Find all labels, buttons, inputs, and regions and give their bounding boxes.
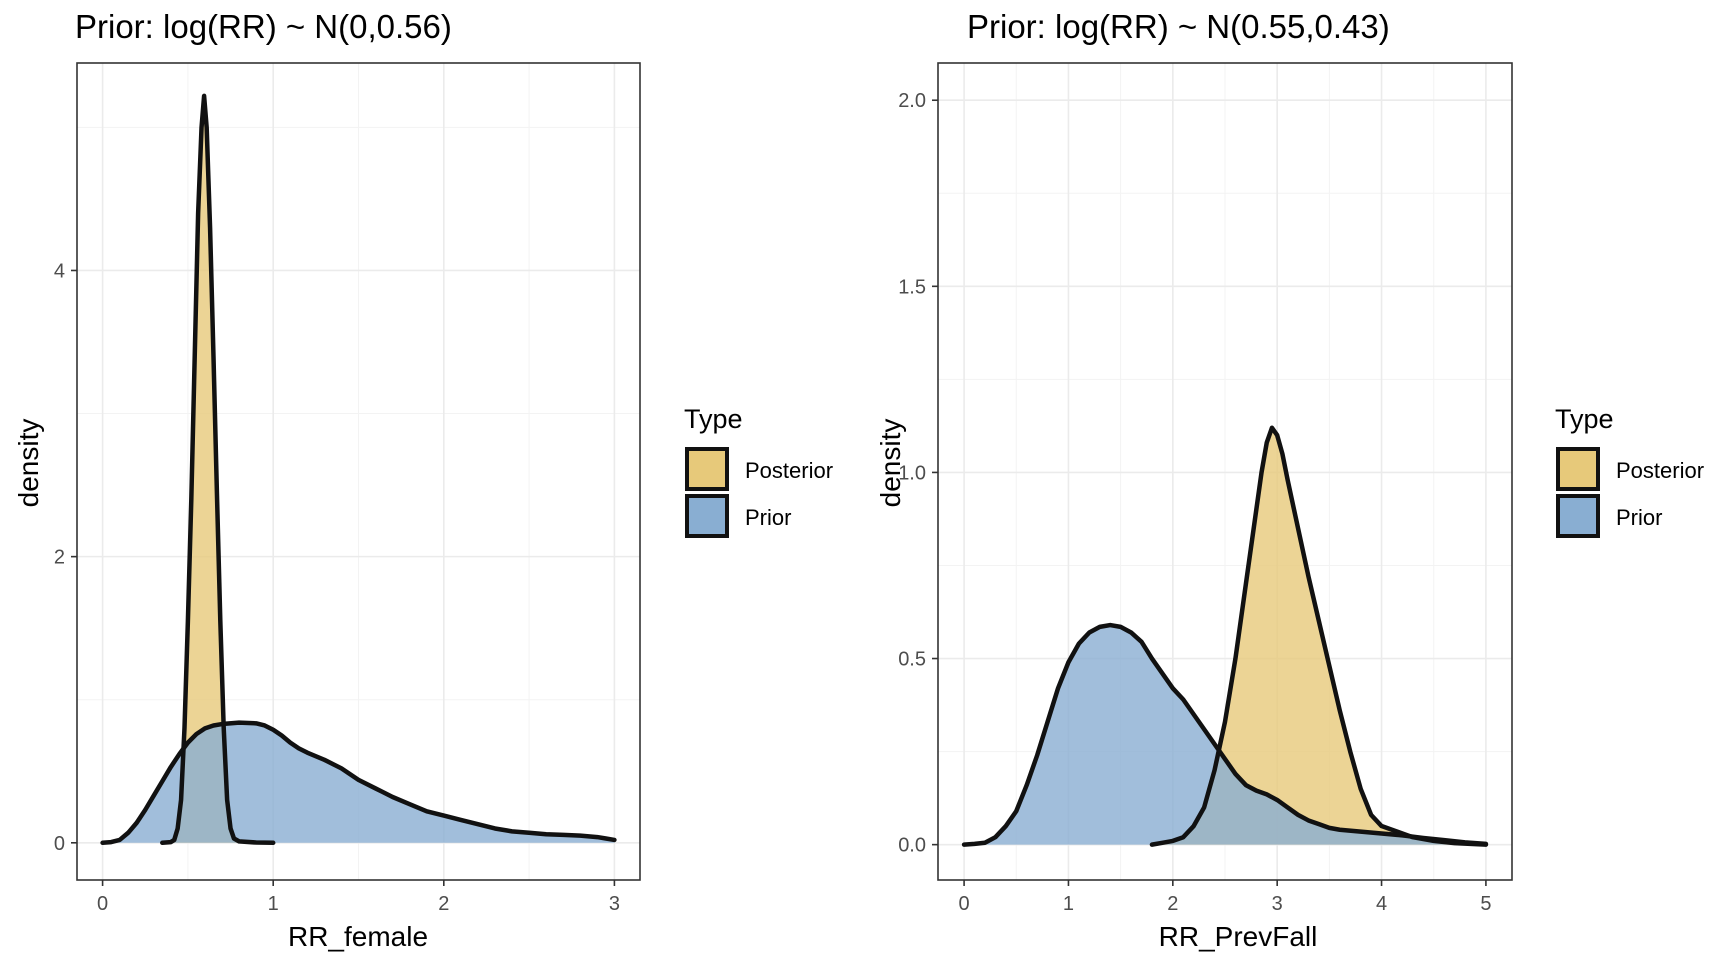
legend-key-prior — [1556, 494, 1600, 538]
plot-area: 0 1 2 3 0 2 4 — [54, 62, 641, 915]
density-area-prior — [964, 625, 1486, 845]
x-tick-label: 5 — [1480, 893, 1491, 915]
legend-label-prior: Prior — [1616, 505, 1662, 530]
legend-title: Type — [684, 404, 743, 434]
chart-title: Prior: log(RR) ~ N(0,0.56) — [75, 8, 452, 45]
x-tick-label: 1 — [268, 893, 279, 915]
x-tick-label: 2 — [1167, 893, 1178, 915]
legend-label-posterior: Posterior — [1616, 458, 1704, 483]
legend-title: Type — [1555, 404, 1614, 434]
chart-title: Prior: log(RR) ~ N(0.55,0.43) — [967, 8, 1390, 45]
y-axis-title: density — [875, 419, 906, 508]
y-tick-label: 0.0 — [898, 835, 926, 857]
legend-label-prior: Prior — [745, 505, 791, 530]
panel-border — [937, 62, 1513, 881]
legend-key-posterior — [1556, 447, 1600, 491]
x-tick-label: 4 — [1376, 893, 1387, 915]
x-tick-label: 1 — [1063, 893, 1074, 915]
legend-key-posterior — [685, 447, 729, 491]
density-line-posterior — [1149, 425, 1489, 847]
panel-border — [76, 62, 641, 881]
x-tick-label: 3 — [1272, 893, 1283, 915]
density-line-posterior — [160, 93, 276, 846]
legend: Type Posterior Prior — [684, 404, 833, 538]
x-tick-label: 0 — [97, 893, 108, 915]
x-tick-label: 0 — [959, 893, 970, 915]
density-area-posterior — [162, 95, 274, 843]
plot-area: 0 1 2 3 4 5 0.0 0.5 1.0 1.5 2.0 — [898, 62, 1513, 915]
chart-panel-right: 0 1 2 3 4 5 0.0 0.5 1.0 1.5 2.0 Prior: log(RR) ~ N… — [875, 8, 1704, 952]
y-tick-label: 2 — [54, 547, 65, 569]
y-tick-label: 4 — [54, 260, 65, 282]
y-tick-label: 1.0 — [898, 462, 926, 484]
x-axis-title: RR_female — [288, 921, 428, 952]
y-tick-label: 1.5 — [898, 276, 926, 298]
density-line-prior — [100, 720, 617, 846]
density-area-posterior — [1151, 427, 1486, 845]
legend: Type Posterior Prior — [1555, 404, 1704, 538]
legend-label-posterior: Posterior — [745, 458, 833, 483]
x-tick-label: 3 — [609, 893, 620, 915]
x-tick-label: 2 — [438, 893, 449, 915]
chart-panel-left: 0 1 2 3 0 2 4 Prior: log(RR) ~ N(0,0.56) densi… — [13, 8, 833, 952]
legend-key-prior — [685, 494, 729, 538]
y-tick-label: 2.0 — [898, 90, 926, 112]
density-line-prior — [961, 622, 1489, 847]
y-axis-title: density — [13, 419, 44, 508]
y-tick-label: 0.5 — [898, 649, 926, 671]
x-axis-title: RR_PrevFall — [1159, 921, 1318, 952]
y-tick-label: 0 — [54, 833, 65, 855]
